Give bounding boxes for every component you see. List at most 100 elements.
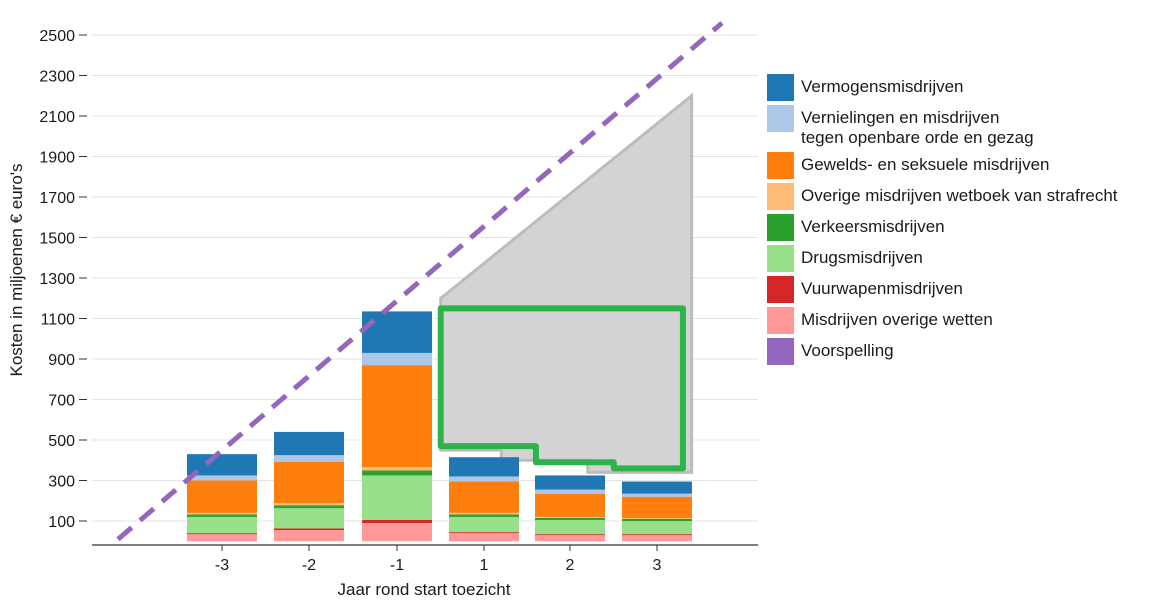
bar-segment bbox=[535, 489, 605, 494]
bar-segment bbox=[622, 518, 692, 521]
bar-segment bbox=[535, 475, 605, 490]
y-tick-label: 2100 bbox=[39, 109, 75, 126]
green-outline-annotation bbox=[437, 305, 686, 472]
legend-swatch bbox=[767, 105, 794, 132]
legend-label: Gewelds- en seksuele misdrijven bbox=[801, 155, 1050, 174]
bar-segment bbox=[187, 516, 257, 534]
bars bbox=[187, 311, 692, 542]
bar-segment bbox=[622, 496, 692, 518]
legend-label: Verkeersmisdrijven bbox=[801, 217, 945, 236]
bar-segment bbox=[274, 455, 344, 462]
bar-segment bbox=[449, 514, 519, 517]
legend-item: Vermogensmisdrijven bbox=[767, 74, 1152, 101]
x-tick-label: -2 bbox=[302, 557, 316, 574]
y-tick-label: 300 bbox=[48, 474, 75, 491]
bar-segment bbox=[362, 470, 432, 476]
bar-segment bbox=[187, 512, 257, 515]
legend-label: Vuurwapenmisdrijven bbox=[801, 279, 963, 298]
legend-label: Drugsmisdrijven bbox=[801, 248, 923, 267]
legend-item: Verkeersmisdrijven bbox=[767, 214, 1152, 241]
bar-segment bbox=[622, 493, 692, 497]
y-tick-label: 2300 bbox=[39, 69, 75, 86]
bar-segment bbox=[535, 493, 605, 517]
bar-segment bbox=[274, 508, 344, 529]
x-axis: -3 -2 -1 1 2 3 bbox=[92, 544, 758, 574]
bar-segment bbox=[535, 534, 605, 536]
bar-segment bbox=[535, 535, 605, 542]
bar-segment bbox=[362, 311, 432, 353]
legend-item: Drugsmisdrijven bbox=[767, 245, 1152, 272]
legend-item: Gewelds- en seksuele misdrijven bbox=[767, 152, 1152, 179]
bar-segment bbox=[622, 535, 692, 542]
legend-item: Voorspelling bbox=[767, 338, 1152, 365]
legend-label: Vermogensmisdrijven bbox=[801, 77, 964, 96]
bar-segment bbox=[362, 475, 432, 520]
bar-segment bbox=[362, 519, 432, 524]
legend-swatch bbox=[767, 183, 794, 210]
bar-segment bbox=[535, 519, 605, 535]
forecast-line bbox=[116, 21, 724, 542]
legend-item: Overige misdrijven wetboek van strafrech… bbox=[767, 183, 1152, 210]
green-outline bbox=[437, 305, 686, 472]
bar-segment bbox=[449, 532, 519, 534]
bar-segment bbox=[362, 523, 432, 542]
bar-segment bbox=[187, 475, 257, 481]
bar-segment bbox=[449, 457, 519, 477]
y-tick-label: 2500 bbox=[39, 28, 75, 45]
y-tick-label: 500 bbox=[48, 433, 75, 450]
bar-segment bbox=[622, 534, 692, 536]
legend-item: Vernielingen en misdrijven tegen openbar… bbox=[767, 105, 1152, 148]
bar-segment bbox=[274, 503, 344, 506]
bar-segment bbox=[362, 352, 432, 366]
bar-segment bbox=[535, 517, 605, 520]
legend-swatch bbox=[767, 152, 794, 179]
x-tick-label: 3 bbox=[653, 557, 662, 574]
legend-label: Overige misdrijven wetboek van strafrech… bbox=[801, 186, 1118, 205]
gray-area bbox=[439, 92, 694, 474]
bar-segment bbox=[449, 481, 519, 513]
y-tick-label: 1500 bbox=[39, 231, 75, 248]
bar-segment bbox=[274, 431, 344, 456]
y-tick-label: 1900 bbox=[39, 150, 75, 167]
bar-segment bbox=[449, 533, 519, 542]
bar-segment bbox=[535, 516, 605, 518]
x-axis-title: Jaar rond start toezicht bbox=[338, 580, 511, 599]
x-tick-label: -1 bbox=[390, 557, 404, 574]
bar-segment bbox=[362, 365, 432, 468]
bar-segment bbox=[622, 481, 692, 494]
bar-segment bbox=[187, 514, 257, 517]
x-tick-label: 2 bbox=[566, 557, 575, 574]
y-tick-label: 700 bbox=[48, 393, 75, 410]
legend-label: Vernielingen en misdrijven tegen openbar… bbox=[801, 108, 1034, 147]
x-tick-label: -3 bbox=[215, 557, 229, 574]
bar-segment bbox=[274, 461, 344, 504]
legend-item: Vuurwapenmisdrijven bbox=[767, 276, 1152, 303]
legend: Vermogensmisdrijven Vernielingen en misdr… bbox=[767, 74, 1152, 369]
bar-segment bbox=[187, 454, 257, 476]
bar-segment bbox=[449, 476, 519, 482]
y-axis-title: Kosten in miljoenen € euro's bbox=[7, 163, 26, 376]
bar-segment bbox=[622, 521, 692, 535]
bar-segment bbox=[187, 534, 257, 542]
legend-label: Voorspelling bbox=[801, 341, 894, 360]
x-tick-label: 1 bbox=[480, 557, 489, 574]
bar-segment bbox=[274, 530, 344, 542]
legend-item: Misdrijven overige wetten bbox=[767, 307, 1152, 334]
y-tick-label: 1100 bbox=[41, 312, 76, 329]
legend-swatch bbox=[767, 245, 794, 272]
bar-segment bbox=[449, 516, 519, 533]
legend-swatch bbox=[767, 74, 794, 101]
bar-segment bbox=[622, 517, 692, 519]
legend-swatch bbox=[767, 214, 794, 241]
bar-segment bbox=[362, 467, 432, 471]
bar-segment bbox=[274, 528, 344, 531]
bar-segment bbox=[449, 512, 519, 515]
legend-swatch bbox=[767, 307, 794, 334]
bar-segment bbox=[187, 480, 257, 513]
gray-area-annotation bbox=[439, 92, 694, 474]
y-tick-label: 1700 bbox=[39, 190, 75, 207]
legend-swatch bbox=[767, 338, 794, 365]
y-tick-label: 100 bbox=[48, 514, 75, 531]
legend-swatch bbox=[767, 276, 794, 303]
